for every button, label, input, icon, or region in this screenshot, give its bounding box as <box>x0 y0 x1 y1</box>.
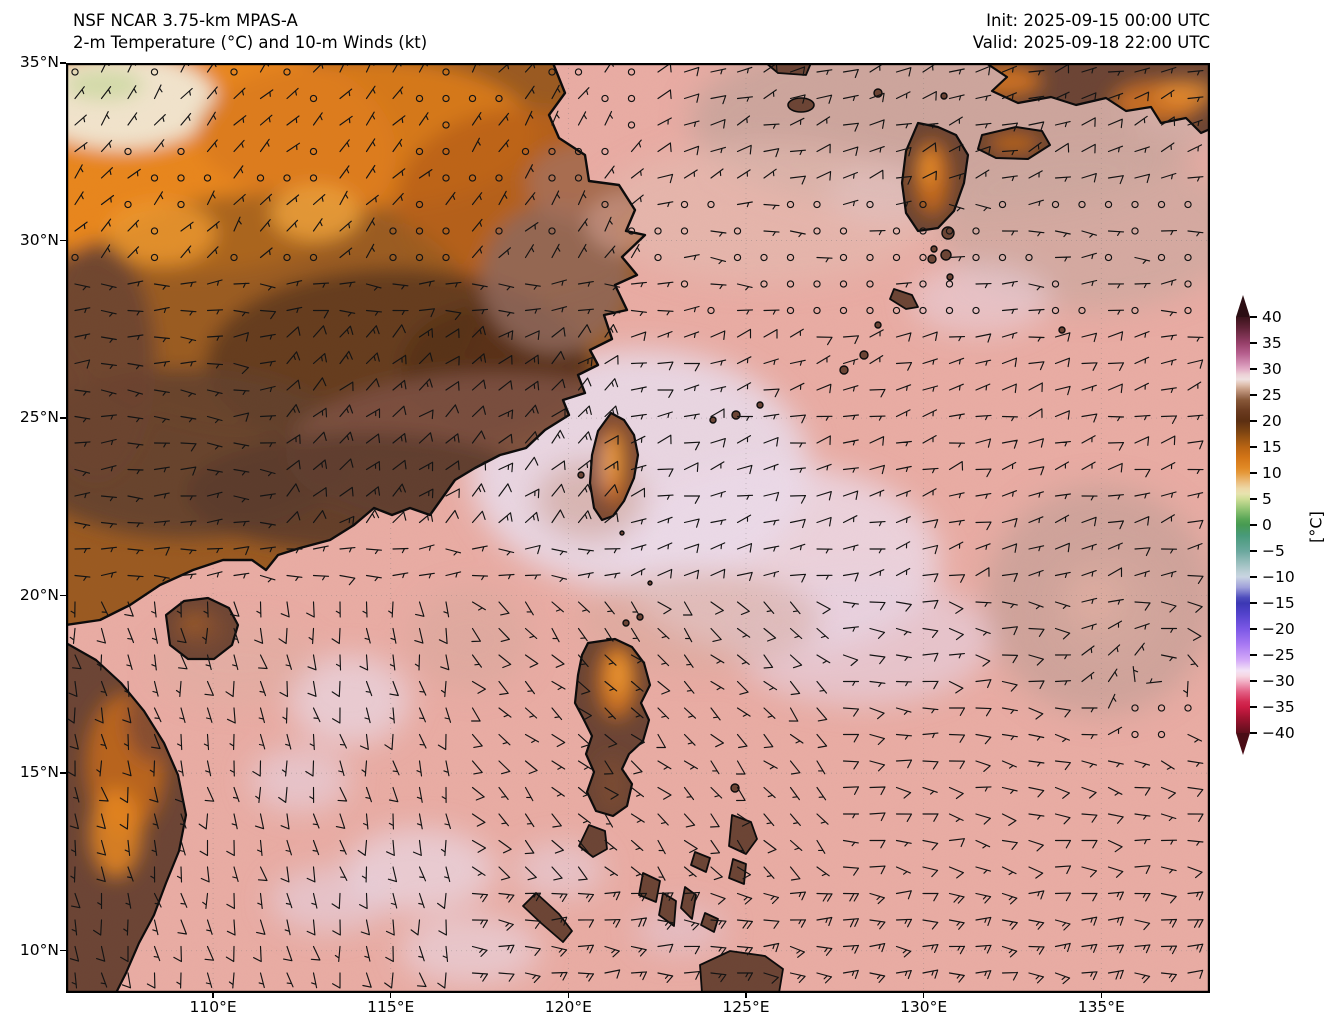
colorbar-tick-label: −25 <box>1262 646 1295 664</box>
colorbar-tick-label: 40 <box>1262 308 1282 326</box>
colorbar-tick-label: 10 <box>1262 464 1282 482</box>
colorbar-tick-mark <box>1250 472 1257 474</box>
y-tick-label: 20°N <box>19 585 59 604</box>
colorbar-tick-mark <box>1250 706 1257 708</box>
plot-border <box>65 62 1211 994</box>
init-time: Init: 2025-09-15 00:00 UTC <box>986 11 1210 30</box>
colorbar <box>1236 317 1250 733</box>
run-time-block: Init: 2025-09-15 00:00 UTC Valid: 2025-0… <box>610 10 1210 54</box>
y-tick-mark <box>60 594 66 597</box>
colorbar-tick-label: 30 <box>1262 360 1282 378</box>
model-title-block: NSF NCAR 3.75-km MPAS-A 2-m Temperature … <box>73 10 427 54</box>
colorbar-tick-mark <box>1250 550 1257 552</box>
colorbar-tick-label: 25 <box>1262 386 1282 404</box>
colorbar-tick-label: −30 <box>1262 672 1295 690</box>
colorbar-tick-mark <box>1250 420 1257 422</box>
x-tick-label: 115°E <box>367 998 415 1016</box>
colorbar-tick-label: −15 <box>1262 594 1295 612</box>
colorbar-tick-mark <box>1250 732 1257 734</box>
colorbar-tick-label: 20 <box>1262 412 1282 430</box>
x-tick-mark <box>922 993 925 998</box>
x-tick-mark <box>212 993 214 998</box>
wind-barbs <box>66 63 1204 989</box>
colorbar-units-label: [°C] <box>1306 511 1326 543</box>
colorbar-tick-label: 35 <box>1262 334 1282 352</box>
x-tick-mark <box>1100 993 1103 998</box>
colorbar-tick-mark <box>1250 654 1257 656</box>
y-tick-label: 35°N <box>19 53 59 71</box>
y-tick-label: 15°N <box>19 763 59 782</box>
colorbar-tick-mark <box>1250 342 1257 344</box>
valid-time: Valid: 2025-09-18 22:00 UTC <box>972 33 1210 52</box>
map-canvas <box>65 62 1211 994</box>
colorbar-tick-label: −5 <box>1262 542 1285 560</box>
product-title: 2-m Temperature (°C) and 10-m Winds (kt) <box>73 33 428 52</box>
colorbar-tick-mark <box>1250 576 1257 578</box>
x-tick-mark <box>567 993 570 998</box>
y-tick-mark <box>60 772 66 774</box>
model-title: NSF NCAR 3.75-km MPAS-A <box>73 11 298 30</box>
y-tick-mark <box>60 62 66 64</box>
y-tick-label: 30°N <box>19 230 59 249</box>
colorbar-tick-label: −20 <box>1262 620 1295 638</box>
colorbar-tick-label: 0 <box>1262 516 1272 534</box>
colorbar-tick-mark <box>1250 498 1257 500</box>
colorbar-tick-label: −40 <box>1262 724 1295 742</box>
colorbar-tick-mark <box>1250 316 1257 318</box>
colorbar-tick-label: −35 <box>1262 698 1295 716</box>
y-tick-mark <box>60 417 66 419</box>
y-tick-mark <box>60 949 66 952</box>
y-tick-label: 25°N <box>19 408 59 427</box>
x-tick-label: 135°E <box>1077 998 1125 1016</box>
x-tick-label: 125°E <box>722 998 770 1016</box>
colorbar-tick-label: 5 <box>1262 490 1272 508</box>
colorbar-extend-up-arrow <box>1236 295 1250 317</box>
colorbar-tick-mark <box>1250 368 1257 370</box>
map-plot-area <box>65 62 1211 994</box>
x-tick-mark <box>745 993 747 998</box>
y-tick-label: 10°N <box>19 940 59 959</box>
x-tick-label: 120°E <box>544 998 592 1016</box>
y-tick-mark <box>60 239 66 242</box>
x-tick-mark <box>389 993 392 998</box>
colorbar-extend-down-arrow <box>1236 733 1250 755</box>
colorbar-tick-mark <box>1250 602 1257 604</box>
colorbar-tick-mark <box>1250 524 1257 526</box>
colorbar-tick-mark <box>1250 628 1257 630</box>
x-tick-label: 130°E <box>900 998 948 1016</box>
colorbar-tick-mark <box>1250 680 1257 682</box>
colorbar-tick-label: 15 <box>1262 438 1282 456</box>
colorbar-tick-mark <box>1250 446 1257 448</box>
colorbar-tick-mark <box>1250 394 1257 396</box>
colorbar-tick-label: −10 <box>1262 568 1295 586</box>
x-tick-label: 110°E <box>189 998 237 1016</box>
